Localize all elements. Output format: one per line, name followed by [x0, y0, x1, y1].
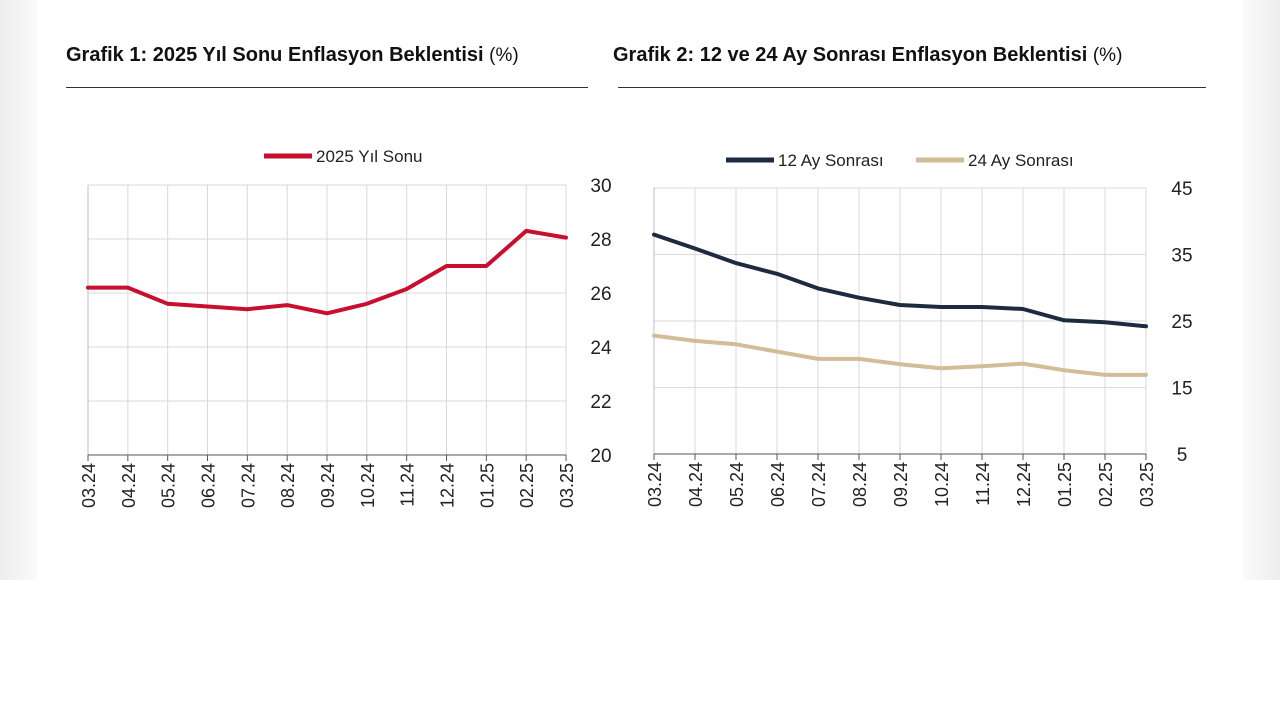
chart2-series-line-1 [652, 232, 1148, 329]
charts-panel [38, 0, 1242, 580]
chart2-x-tick-label: 03.24 [645, 462, 665, 507]
chart1-series-line-1 [86, 228, 568, 316]
chart1-y-tick-label: 24 [590, 338, 612, 359]
chart2-x-tick-label: 09.24 [891, 462, 911, 507]
left-margin-shade [0, 0, 38, 580]
chart1-x-tick-label: 11.24 [398, 463, 418, 507]
chart1-x-tick-label: 08.24 [278, 463, 298, 508]
chart2-x-tick-label: 10.24 [932, 462, 952, 507]
chart2-x-tick-label: 11.24 [973, 462, 993, 506]
chart2-legend-label-1: 12 Ay Sonrası [778, 151, 884, 170]
chart1-x-tick-label: 03.25 [557, 463, 577, 508]
chart1-x-tick-label: 06.24 [199, 463, 219, 508]
chart2-title: Grafik 2: 12 ve 24 Ay Sonrası Enflasyon … [613, 44, 1122, 67]
chart2-title-text: Grafik 2: 12 ve 24 Ay Sonrası Enflasyon … [613, 44, 1088, 66]
chart2-x-tick-label: 05.24 [727, 462, 747, 507]
right-margin-shade [1242, 0, 1280, 580]
chart1-x-tick-label: 05.24 [159, 463, 179, 508]
chart2-series-line-2 [652, 333, 1148, 377]
chart2-y-tick-label: 25 [1171, 312, 1192, 333]
chart2-x-tick-label: 02.25 [1096, 462, 1116, 507]
chart2-x-tick-label: 04.24 [686, 462, 706, 507]
chart1-y-tick-label: 28 [590, 230, 611, 251]
chart1-x-tick-label: 09.24 [318, 463, 338, 508]
chart2-title-rule [618, 87, 1206, 88]
chart1-title: Grafik 1: 2025 Yıl Sonu Enflasyon Beklen… [66, 44, 519, 67]
chart2-x-tick-label: 03.25 [1137, 462, 1157, 507]
chart2-y-tick-label: 35 [1171, 246, 1192, 267]
chart2-y-tick-label: 45 [1171, 179, 1192, 200]
chart2-title-unit: (%) [1092, 45, 1123, 66]
chart1-y-tick-label: 26 [590, 284, 611, 305]
chart2-x-tick-label: 01.25 [1055, 462, 1075, 507]
chart1-x-tick-label: 01.25 [477, 463, 497, 508]
chart1-x-tick-label: 04.24 [119, 463, 139, 508]
chart1-x-tick-label: 10.24 [358, 463, 378, 508]
chart1-x-tick-label: 12.24 [438, 463, 458, 508]
chart1-y-tick-label: 30 [590, 176, 611, 197]
chart1-title-rule [66, 87, 588, 88]
chart2-x-tick-label: 07.24 [809, 462, 829, 507]
chart1-title-text: Grafik 1: 2025 Yıl Sonu Enflasyon Beklen… [66, 44, 484, 66]
chart2-x-tick-label: 08.24 [850, 462, 870, 507]
chart2-x-tick-label: 06.24 [768, 462, 788, 507]
chart1-legend-label-1: 2025 Yıl Sonu [316, 147, 423, 166]
chart2-y-tick-label: 5 [1177, 445, 1188, 466]
chart2-x-tick-label: 12.24 [1014, 462, 1034, 507]
chart2-y-tick-label: 15 [1171, 379, 1192, 400]
chart1-x-tick-label: 02.25 [517, 463, 537, 508]
chart1-x-tick-label: 03.24 [79, 463, 99, 508]
chart2-legend-label-2: 24 Ay Sonrası [968, 151, 1074, 170]
chart1-y-tick-label: 20 [590, 446, 611, 467]
chart1-title-unit: (%) [489, 45, 519, 66]
chart1-y-tick-label: 22 [590, 392, 611, 413]
chart1-x-tick-label: 07.24 [238, 463, 258, 508]
